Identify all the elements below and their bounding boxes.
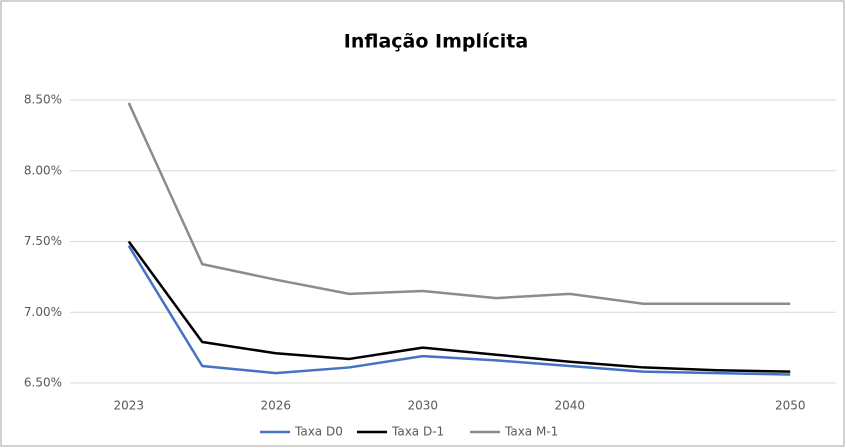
series-line [127, 102, 791, 306]
y-tick-label: 7.50% [24, 234, 62, 248]
x-tick-label: 2023 [113, 399, 144, 413]
y-tick-label: 8.00% [24, 163, 62, 177]
y-tick-label: 6.50% [24, 376, 62, 390]
chart-title: Inflação Implícita [344, 31, 528, 53]
legend-label: Taxa D-1 [391, 425, 444, 439]
series-line [127, 245, 791, 376]
x-tick-label: 2040 [554, 399, 585, 413]
x-tick-label: 2026 [260, 399, 291, 413]
legend-label: Taxa D0 [294, 425, 343, 439]
legend-label: Taxa M-1 [504, 425, 558, 439]
y-tick-label: 8.50% [24, 93, 62, 107]
x-tick-label: 2030 [407, 399, 438, 413]
y-tick-label: 7.00% [24, 305, 62, 319]
x-tick-label: 2050 [775, 399, 806, 413]
series-line [127, 240, 791, 373]
